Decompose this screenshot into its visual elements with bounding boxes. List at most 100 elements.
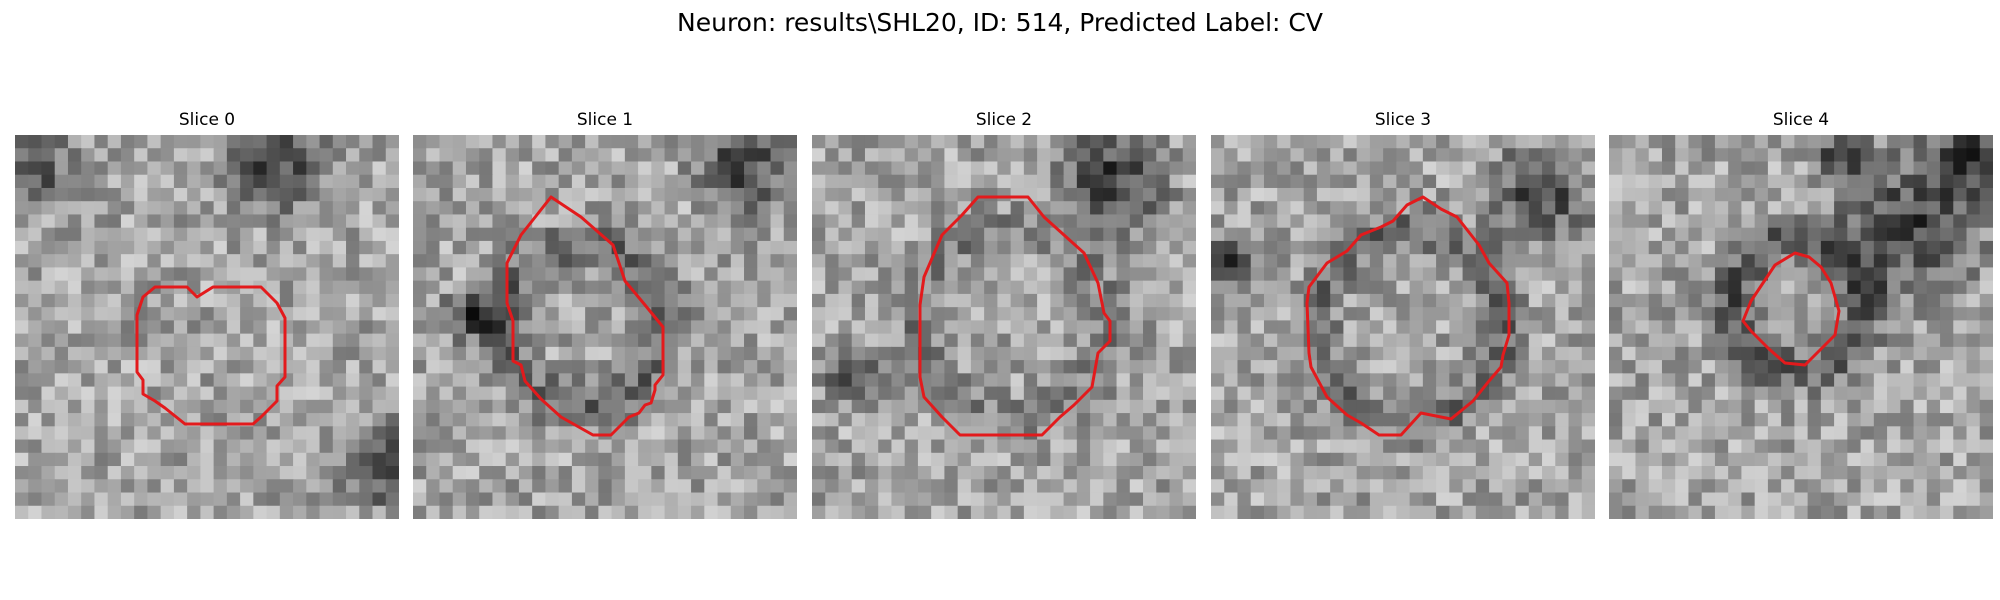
image-pixel [1834, 399, 1848, 414]
image-pixel [1913, 439, 1928, 454]
image-pixel [1820, 373, 1835, 388]
image-pixel [957, 320, 972, 335]
image-pixel [107, 214, 122, 229]
image-pixel [838, 360, 853, 374]
image-pixel [1356, 492, 1371, 507]
image-pixel [1913, 399, 1928, 414]
image-pixel [439, 373, 454, 388]
image-pixel [1330, 280, 1345, 295]
image-pixel [1263, 360, 1278, 374]
image-pixel [891, 492, 906, 507]
image-pixel [1609, 174, 1623, 189]
image-pixel [812, 201, 826, 216]
image-pixel [1475, 466, 1490, 480]
image-pixel [1063, 333, 1078, 348]
image-pixel [1356, 214, 1371, 229]
image-pixel [1781, 148, 1795, 163]
image-pixel [1050, 360, 1065, 374]
image-pixel [783, 293, 797, 308]
image-pixel [1436, 360, 1450, 374]
image-pixel [1182, 135, 1196, 149]
image-pixel [1940, 479, 1954, 494]
image-pixel [1010, 307, 1025, 321]
image-pixel [240, 333, 254, 348]
image-pixel [240, 293, 254, 308]
image-pixel [1767, 386, 1782, 401]
image-pixel [1834, 466, 1848, 480]
image-pixel [319, 254, 334, 269]
image-pixel [997, 187, 1012, 202]
image-pixel [1277, 452, 1292, 467]
image-pixel [1396, 439, 1411, 454]
image-pixel [984, 280, 998, 295]
image-pixel [240, 505, 254, 519]
image-pixel [1847, 227, 1862, 242]
image-pixel [1330, 135, 1345, 149]
image-pixel [1794, 148, 1809, 163]
image-pixel [1834, 386, 1848, 401]
image-pixel [1143, 373, 1157, 388]
image-pixel [1211, 466, 1225, 480]
image-pixel [997, 466, 1012, 480]
image-pixel [518, 386, 533, 401]
image-pixel [677, 293, 692, 308]
image-pixel [1675, 360, 1690, 374]
image-pixel [838, 386, 853, 401]
image-pixel [200, 439, 215, 454]
image-pixel [664, 174, 679, 189]
image-pixel [479, 201, 494, 216]
image-pixel [1369, 346, 1384, 361]
image-pixel [664, 227, 679, 242]
image-pixel [279, 479, 294, 494]
image-pixel [1794, 505, 1809, 519]
image-pixel [1462, 174, 1477, 189]
image-pixel [120, 466, 135, 480]
image-pixel [651, 148, 666, 163]
image-pixel [997, 426, 1012, 441]
image-pixel [54, 187, 69, 202]
image-pixel [160, 373, 175, 388]
image-pixel [1023, 240, 1038, 255]
image-pixel [213, 187, 228, 202]
image-pixel [664, 214, 679, 229]
slice-image [15, 135, 399, 519]
image-pixel [851, 439, 866, 454]
image-pixel [1063, 148, 1078, 163]
image-pixel [825, 135, 840, 149]
image-pixel [997, 135, 1012, 149]
image-pixel [598, 333, 613, 348]
image-pixel [240, 360, 254, 374]
image-pixel [1116, 214, 1131, 229]
image-pixel [730, 479, 745, 494]
image-pixel [346, 346, 360, 361]
image-pixel [1156, 267, 1171, 282]
image-pixel [465, 267, 480, 282]
image-pixel [1063, 479, 1078, 494]
image-pixel [838, 174, 853, 189]
image-pixel [1250, 426, 1265, 441]
image-pixel [1316, 293, 1331, 308]
image-pixel [1303, 214, 1318, 229]
image-pixel [1834, 360, 1848, 374]
image-pixel [226, 267, 241, 282]
image-pixel [160, 254, 175, 269]
image-pixel [1675, 227, 1690, 242]
image-pixel [1728, 240, 1743, 255]
image-pixel [730, 413, 745, 427]
image-pixel [851, 399, 866, 414]
image-pixel [1966, 240, 1981, 255]
image-pixel [878, 333, 893, 348]
image-pixel [1979, 227, 1993, 242]
image-pixel [439, 240, 454, 255]
image-pixel [465, 439, 480, 454]
image-pixel [1847, 452, 1862, 467]
image-pixel [838, 187, 853, 202]
image-pixel [385, 307, 399, 321]
image-pixel [1129, 373, 1144, 388]
image-pixel [200, 399, 215, 414]
image-pixel [426, 280, 441, 295]
image-pixel [94, 413, 109, 427]
image-pixel [465, 346, 480, 361]
image-pixel [1648, 240, 1663, 255]
image-pixel [1037, 399, 1051, 414]
